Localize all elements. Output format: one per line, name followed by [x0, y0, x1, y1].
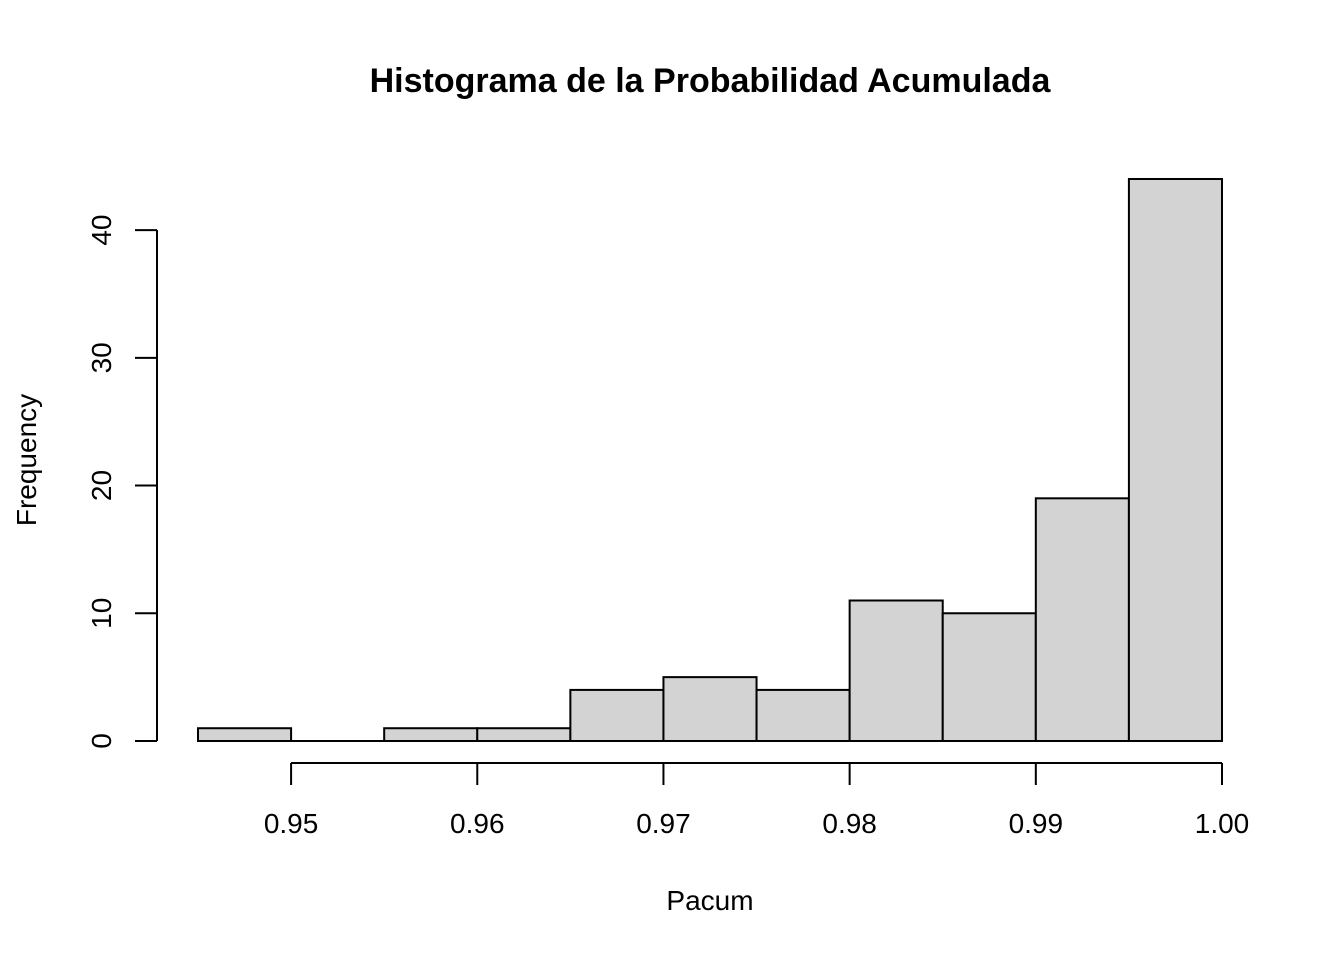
- x-tick-label-0: 0.95: [264, 808, 319, 839]
- histogram-bar-5: [662, 676, 758, 742]
- chart-title: Histograma de la Probabilidad Acumulada: [370, 62, 1052, 100]
- histogram-bar-4: [569, 688, 665, 743]
- y-tick-label-3: 30: [86, 342, 117, 373]
- histogram-bar-2: [383, 727, 479, 743]
- bars-group: [197, 178, 1223, 743]
- y-axis: 0 10 20 30 40: [86, 215, 158, 749]
- histogram-bar-3: [476, 727, 572, 743]
- x-tick-label-4: 0.99: [1009, 808, 1064, 839]
- x-tick-label-2: 0.97: [636, 808, 691, 839]
- histogram-bar-0: [197, 727, 293, 743]
- y-tick-label-4: 40: [86, 215, 117, 246]
- x-axis-label: Pacum: [666, 885, 753, 916]
- y-tick-label-0: 0: [86, 733, 117, 749]
- y-axis-label: Frequency: [11, 394, 42, 526]
- y-tick-label-1: 10: [86, 598, 117, 629]
- histogram-bar-8: [941, 612, 1037, 742]
- histogram-bar-10: [1127, 178, 1223, 742]
- histogram-bar-7: [848, 599, 944, 742]
- x-tick-label-3: 0.98: [822, 808, 877, 839]
- x-axis: 0.95 0.96 0.97 0.98 0.99 1.00: [264, 762, 1250, 839]
- x-tick-label-5: 1.00: [1195, 808, 1250, 839]
- histogram-bar-9: [1034, 497, 1130, 742]
- y-tick-label-2: 20: [86, 470, 117, 501]
- x-tick-label-1: 0.96: [450, 808, 505, 839]
- histogram-bar-6: [755, 688, 851, 743]
